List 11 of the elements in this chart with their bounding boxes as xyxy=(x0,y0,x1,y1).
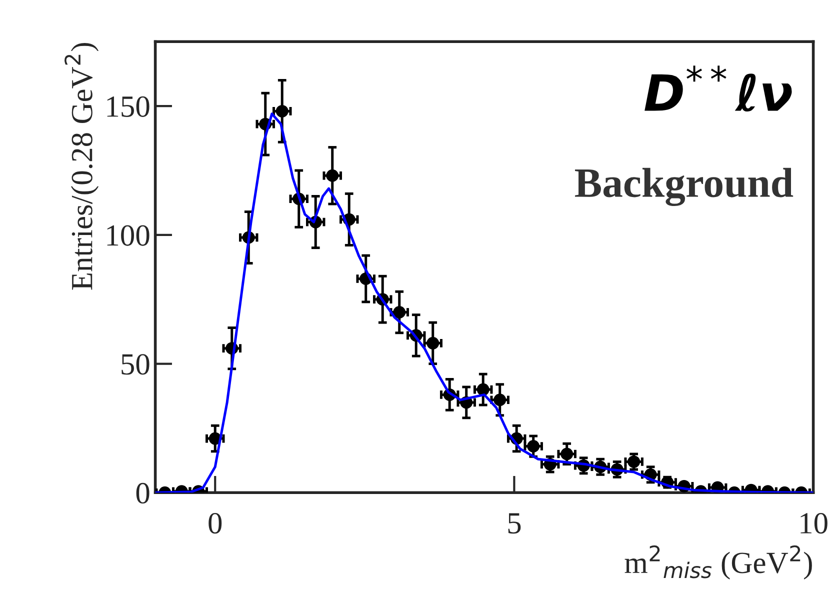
x-axis-title: m$^{2}$$_{miss}$ (GeV$^{2}$) xyxy=(624,545,812,580)
x-tick-label: 0 xyxy=(208,512,222,534)
y-tick-label: 50 xyxy=(122,354,150,375)
x-tick-label: 5 xyxy=(508,513,521,534)
annotation: D$^{**}$ℓν xyxy=(644,66,792,112)
y-tick-label: 150 xyxy=(107,96,150,117)
y-tick-label: 0 xyxy=(136,482,150,504)
y-tick-label: 100 xyxy=(107,225,150,246)
annotation: Background xyxy=(575,168,794,206)
y-axis-title: Entries/(0.28 GeV$^{2}$) xyxy=(64,43,99,290)
x-tick-label: 10 xyxy=(800,512,828,534)
